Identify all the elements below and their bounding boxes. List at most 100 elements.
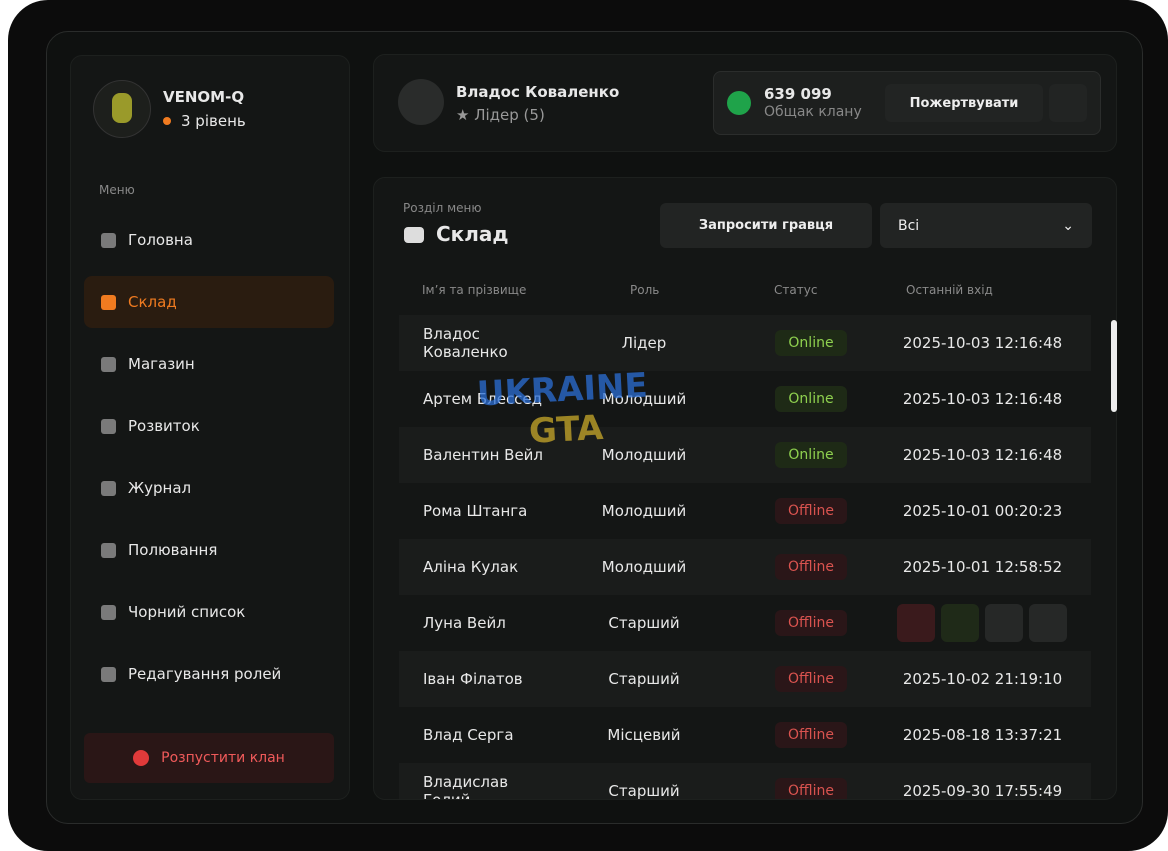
table-row: Аліна Кулак Молодший Offline 2025-10-01 12:… [399, 539, 1091, 595]
menu-icon [101, 418, 116, 434]
last-login: 2025-10-02 21:19:10 [902, 670, 1063, 688]
table-row: Влад Серга Місцевий Offline 2025-08-18 13:3… [399, 707, 1091, 763]
menu-icon [101, 356, 116, 372]
last-login: 2025-10-01 00:20:23 [902, 502, 1063, 520]
table-row: Владос Коваленко Лідер Online 2025-10-03 12… [399, 315, 1091, 371]
level-dot [163, 117, 171, 125]
menu-text: Полювання [128, 541, 218, 559]
player-role: Місцевий [607, 726, 681, 744]
section-label: Розділ меню [403, 201, 482, 215]
user-role: ★ Лідер (5) [456, 106, 545, 124]
player-role: Молодший [601, 502, 687, 520]
menu-item[interactable]: Чорний список [84, 586, 334, 638]
menu-text: Редагування ролей [128, 665, 282, 683]
main-panel: Владос Коваленко Лідер Online 2025-10-03 12… [373, 177, 1117, 800]
watermark-line: GTA [528, 407, 605, 452]
menu-text: Склад [128, 293, 177, 311]
section-title: Склад [436, 222, 509, 246]
chevron: ⌄ [1062, 217, 1074, 234]
table-row: Іван Філатов Старший Offline 2025-10-02 21:… [399, 651, 1091, 707]
filter-dropdown[interactable]: Всі ⌄ [880, 203, 1092, 248]
menu-icon [101, 666, 116, 682]
status-pill: Online [775, 442, 847, 468]
status-pill: Offline [775, 610, 847, 636]
menu-icon [101, 232, 116, 248]
row-action[interactable] [985, 604, 1023, 642]
status-pill: Offline [775, 778, 847, 799]
donate-button[interactable]: Пожертвувати [885, 84, 1043, 122]
table-row: Артем Блессед Молодший Online 2025-10-03 12… [399, 371, 1091, 427]
player-name: Рома Штанга [423, 502, 528, 520]
menu-item[interactable]: Редагування ролей [84, 648, 334, 700]
player-role: Лідер [621, 334, 667, 352]
player-role: Молодший [601, 446, 687, 464]
col-header: Статус [774, 283, 818, 297]
col-header: Роль [630, 283, 660, 297]
menu-text: Головна [128, 231, 193, 249]
status-pill: Offline [775, 666, 847, 692]
menu-text: Чорний список [128, 603, 246, 621]
user-role-text: Лідер (5) [474, 106, 545, 124]
menu-icon [101, 604, 116, 620]
watermark: UKRAINE GTA [476, 366, 651, 455]
status-pill: Offline [775, 554, 847, 580]
player-name: Аліна Кулак [423, 558, 519, 576]
menu-text: Розвиток [128, 417, 200, 435]
player-role: Старший [608, 614, 680, 632]
table-row: Рома Штанга Молодший Offline 2025-10-01 00:… [399, 483, 1091, 539]
player-role: Молодший [601, 558, 687, 576]
sidebar [70, 55, 350, 800]
row-action[interactable] [941, 604, 979, 642]
player-role: Молодший [601, 390, 687, 408]
balance-label: Общак клану [764, 104, 862, 120]
menu-icon [101, 480, 116, 496]
user-name: Владос Коваленко [456, 83, 620, 101]
clan-name: VENOM-Q [163, 88, 245, 106]
player-name: Владислав Голий [423, 773, 509, 800]
invite-text: Запросити гравця [698, 218, 834, 233]
invite-button[interactable]: Запросити гравця [660, 203, 872, 248]
donate-text: Пожертвувати [909, 95, 1019, 111]
table-row: Валентин Вейл Молодший Online 2025-10-03 12… [399, 427, 1091, 483]
status-pill: Offline [775, 498, 847, 524]
player-name: Артем Блессед [423, 390, 543, 408]
player-role: Старший [608, 782, 680, 800]
menu-text: Магазин [128, 355, 195, 373]
menu-item[interactable]: Розвиток [84, 400, 334, 452]
player-name: Луна Вейл [423, 614, 506, 632]
row-action[interactable] [1029, 604, 1067, 642]
last-login: 2025-10-03 12:16:48 [902, 334, 1063, 352]
row-action[interactable] [897, 604, 935, 642]
last-login: 2025-09-30 17:55:49 [902, 782, 1063, 800]
player-name: Влад Серга [423, 726, 514, 744]
menu-icon [101, 542, 116, 558]
menu-item[interactable]: Полювання [84, 524, 334, 576]
section-icon [404, 227, 424, 243]
scrollbar [1111, 320, 1117, 412]
last-login: 2025-10-03 12:16:48 [902, 446, 1063, 464]
menu-item[interactable]: Склад [84, 276, 334, 328]
last-login: 2025-10-01 12:58:52 [902, 558, 1063, 576]
user-avatar [398, 79, 444, 125]
disband-icon [133, 750, 150, 766]
disband-button[interactable]: Розпустити клан [84, 733, 334, 783]
table-row: Владислав Голий Старший Offline 2025-09-30 … [399, 763, 1091, 800]
clan-level: 3 рівень [181, 112, 246, 130]
player-name: Іван Філатов [423, 670, 523, 688]
status-pill: Online [775, 386, 847, 412]
menu-item[interactable]: Магазин [84, 338, 334, 390]
col-header: Останній вхід [906, 283, 993, 297]
clan-logo [93, 80, 151, 138]
menu-item[interactable]: Головна [84, 214, 334, 266]
status-pill: Online [775, 330, 847, 356]
player-name: Валентин Вейл [423, 446, 544, 464]
player-role: Старший [608, 670, 680, 688]
archive-button[interactable] [1049, 84, 1087, 122]
col-header: Ім’я та прізвище [422, 283, 527, 297]
menu-icon [101, 294, 116, 310]
table-row: Луна Вейл Старший Offline [399, 595, 1091, 651]
menu-label: Меню [99, 183, 135, 197]
menu-text: Журнал [128, 479, 192, 497]
player-name: Владос Коваленко [423, 325, 508, 361]
menu-item[interactable]: Журнал [84, 462, 334, 514]
